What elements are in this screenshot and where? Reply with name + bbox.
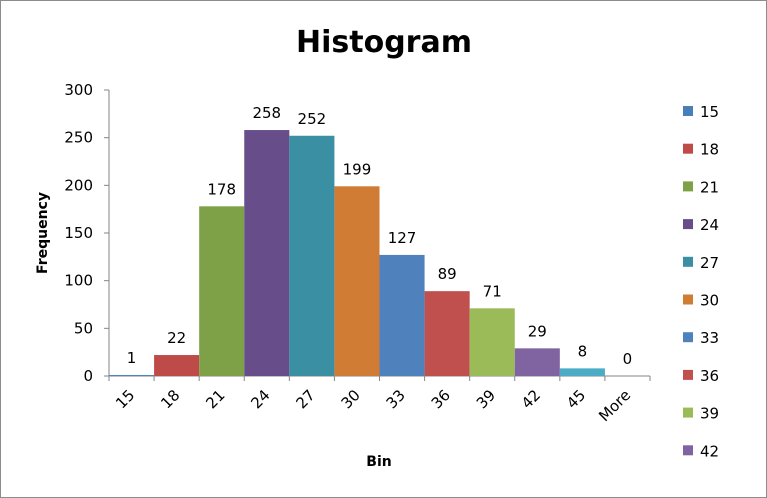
data-label: 29 (528, 322, 547, 340)
bar-42 (514, 348, 560, 376)
bar-36 (424, 291, 470, 376)
data-label: 258 (252, 104, 281, 122)
x-tick-label: 24 (247, 386, 273, 412)
legend-entry: 42 (700, 442, 719, 460)
x-tick-label: 33 (383, 386, 409, 412)
legend-swatch (683, 256, 693, 267)
data-label: 8 (578, 342, 588, 360)
x-tick-label: 42 (518, 386, 544, 412)
x-tick-label: 18 (157, 386, 183, 412)
data-label: 89 (438, 265, 457, 283)
data-label: 0 (623, 350, 633, 368)
x-tick-label: 15 (112, 386, 138, 412)
data-label: 252 (298, 110, 327, 128)
bar-24 (244, 130, 290, 376)
bar-21 (199, 206, 245, 376)
data-label: 71 (483, 282, 502, 300)
legend-swatch (683, 143, 693, 154)
y-axis-title: Frequency (35, 192, 51, 274)
y-tick-label: 100 (64, 272, 93, 290)
plot-area: 0501001502002503001152218178212582425227… (64, 81, 651, 425)
y-tick-label: 300 (64, 81, 93, 99)
legend-swatch (683, 181, 693, 192)
legend-swatch (683, 369, 693, 380)
legend-entry: 27 (700, 254, 719, 272)
x-tick-label: 39 (473, 386, 499, 412)
legend-swatch (683, 106, 693, 116)
legend-entry: 36 (700, 367, 719, 385)
x-tick-label: 21 (202, 386, 228, 412)
x-tick-label: 27 (292, 386, 318, 412)
legend-swatch (683, 294, 693, 305)
bar-33 (379, 254, 425, 376)
y-tick-label: 0 (83, 367, 93, 385)
y-tick-label: 50 (74, 319, 93, 337)
legend-swatch (683, 445, 693, 456)
y-tick-label: 150 (64, 224, 93, 242)
y-tick-label: 200 (64, 176, 93, 194)
bar-15 (109, 375, 155, 376)
legend-entry: 33 (700, 329, 719, 347)
y-tick-label: 250 (64, 129, 93, 147)
legend: 15 18 21 24 27 30 33 36 39 42 (683, 103, 719, 460)
legend-entry: 39 (700, 405, 719, 423)
data-label: 1 (127, 349, 137, 367)
bar-18 (154, 355, 200, 376)
bar-27 (289, 135, 335, 376)
bar-39 (469, 308, 515, 376)
x-tick-label: 36 (428, 386, 454, 412)
data-label: 178 (207, 180, 236, 198)
x-tick-label: 45 (563, 386, 589, 412)
legend-swatch (683, 219, 693, 230)
bar-45 (559, 368, 605, 376)
bar-30 (334, 186, 380, 376)
data-label: 127 (388, 229, 417, 247)
legend-entry: 15 (700, 103, 719, 121)
x-tick-label: 30 (338, 386, 364, 412)
x-tick-label: More (595, 386, 634, 425)
legend-entry: 18 (700, 141, 719, 159)
legend-swatch (683, 407, 693, 418)
legend-swatch (683, 332, 693, 343)
legend-entry: 24 (700, 216, 719, 234)
legend-entry: 30 (700, 292, 719, 310)
chart-title: Histogram (296, 25, 472, 60)
data-label: 199 (343, 160, 372, 178)
x-axis-title: Bin (366, 454, 391, 470)
legend-entry: 21 (700, 178, 719, 196)
data-label: 22 (167, 329, 186, 347)
